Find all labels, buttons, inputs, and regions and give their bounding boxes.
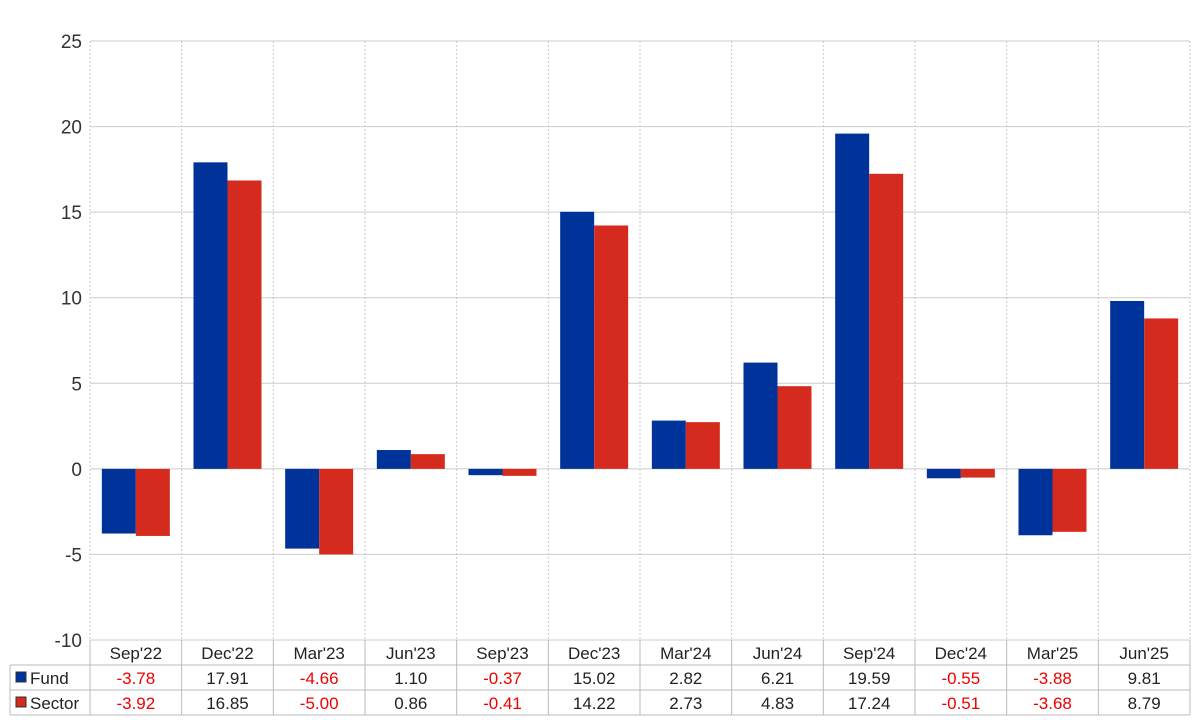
legend-swatch-sector <box>15 696 27 708</box>
category-label: Dec'22 <box>201 644 253 663</box>
bar-sector <box>685 422 720 469</box>
bar-fund <box>651 420 686 469</box>
category-label: Jun'25 <box>1119 644 1169 663</box>
data-label-fund: 19.59 <box>848 669 891 688</box>
y-tick-label: 20 <box>61 118 82 139</box>
data-label-sector: 0.86 <box>394 694 427 713</box>
bar-sector <box>410 454 445 469</box>
category-label: Mar'25 <box>1027 644 1078 663</box>
category-label: Sep'22 <box>110 644 162 663</box>
category-label: Dec'24 <box>935 644 987 663</box>
category-label: Jun'23 <box>386 644 436 663</box>
legend-label-fund: Fund <box>30 669 69 688</box>
data-label-sector: 4.83 <box>761 694 794 713</box>
data-label-sector: -0.41 <box>483 694 522 713</box>
bar-sector <box>777 386 812 469</box>
data-label-sector: -0.51 <box>941 694 980 713</box>
data-label-sector: -3.92 <box>116 694 155 713</box>
data-label-fund: -4.66 <box>300 669 339 688</box>
bar-sector <box>594 225 629 469</box>
bar-fund <box>1018 468 1053 536</box>
bar-fund <box>560 211 595 469</box>
legend-swatch-fund <box>15 671 27 683</box>
data-label-fund: -0.55 <box>941 669 980 688</box>
category-label: Mar'24 <box>660 644 711 663</box>
y-tick-label: -10 <box>55 631 82 652</box>
data-table: Sep'22 Dec'22 Mar'23 Jun'23 Sep'23 Dec'23 Mar'… <box>9 640 1191 716</box>
data-label-fund: 9.81 <box>1128 669 1161 688</box>
y-tick-label: 25 <box>61 32 82 53</box>
bar-fund <box>1110 300 1145 469</box>
bar-sector <box>135 468 170 536</box>
data-label-sector: 14.22 <box>573 694 616 713</box>
data-label-sector: -3.68 <box>1033 694 1072 713</box>
category-label: Mar'23 <box>293 644 344 663</box>
bar-fund <box>835 133 870 469</box>
data-label-sector: 2.73 <box>669 694 702 713</box>
data-label-fund: 17.91 <box>206 669 249 688</box>
bar-sector <box>1052 468 1087 532</box>
bar-fund <box>101 468 136 534</box>
data-label-sector: 8.79 <box>1128 694 1161 713</box>
y-tick-label: -5 <box>65 545 82 566</box>
gridlines <box>89 40 1191 641</box>
bar-sector <box>319 468 354 555</box>
y-tick-label: 0 <box>71 460 82 481</box>
category-label: Dec'23 <box>568 644 620 663</box>
data-label-sector: 17.24 <box>848 694 891 713</box>
data-label-fund: 15.02 <box>573 669 616 688</box>
bar-sector <box>960 468 995 478</box>
bar-fund <box>285 468 320 549</box>
bar-fund <box>743 362 778 469</box>
bar-fund <box>926 468 961 479</box>
y-axis: -10 -5 0 5 10 15 20 25 <box>55 32 82 652</box>
data-label-sector: 16.85 <box>206 694 249 713</box>
data-label-fund: 1.10 <box>394 669 427 688</box>
bar-sector <box>869 173 904 469</box>
category-label: Sep'24 <box>843 644 895 663</box>
bar-sector <box>1144 318 1179 469</box>
bar-sector <box>227 180 262 469</box>
y-tick-label: 5 <box>71 374 82 395</box>
category-label: Jun'24 <box>753 644 803 663</box>
bars <box>101 133 1179 555</box>
data-label-fund: -3.78 <box>116 669 155 688</box>
data-label-fund: 6.21 <box>761 669 794 688</box>
data-label-fund: 2.82 <box>669 669 702 688</box>
legend-label-sector: Sector <box>30 694 79 713</box>
y-tick-label: 10 <box>61 289 82 310</box>
bar-fund <box>376 450 411 469</box>
bar-fund <box>468 468 503 476</box>
data-label-sector: -5.00 <box>300 694 339 713</box>
data-label-fund: -3.88 <box>1033 669 1072 688</box>
data-label-fund: -0.37 <box>483 669 522 688</box>
bar-fund <box>193 162 228 469</box>
bar-sector <box>502 468 537 476</box>
y-tick-label: 15 <box>61 203 82 224</box>
category-label: Sep'23 <box>476 644 528 663</box>
